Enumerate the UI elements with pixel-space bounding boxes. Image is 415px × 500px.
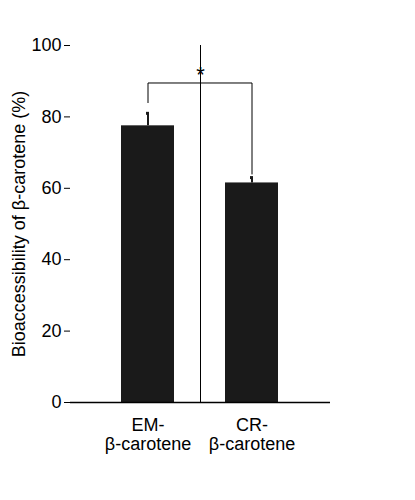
- svg-text:0: 0: [51, 392, 61, 412]
- svg-text:100: 100: [31, 35, 61, 55]
- svg-text:40: 40: [41, 249, 61, 269]
- svg-text:CR-β-carotene: CR-β-carotene: [209, 415, 295, 455]
- svg-text:EM-β-carotene: EM-β-carotene: [105, 415, 191, 455]
- svg-text:Bioaccessibility of β-carotene: Bioaccessibility of β-carotene (%): [9, 91, 29, 357]
- svg-text:60: 60: [41, 178, 61, 198]
- svg-text:80: 80: [41, 107, 61, 127]
- svg-text:20: 20: [41, 321, 61, 341]
